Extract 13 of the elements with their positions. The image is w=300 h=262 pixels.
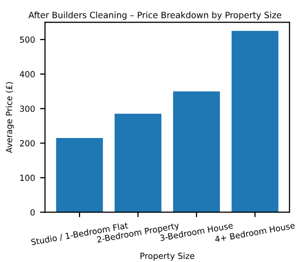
bar bbox=[173, 91, 220, 212]
chart-title: After Builders Cleaning – Price Breakdown by Property Size bbox=[28, 12, 282, 20]
y-tick-label: 300 bbox=[20, 106, 35, 112]
bar bbox=[114, 114, 162, 212]
y-tick-label: 100 bbox=[20, 174, 35, 181]
y-tick-label: 400 bbox=[20, 71, 35, 78]
y-tick-label: 0 bbox=[30, 209, 35, 216]
bar bbox=[232, 30, 278, 212]
y-tick-label: 500 bbox=[20, 36, 35, 43]
y-tick-label: 200 bbox=[20, 140, 35, 146]
bar bbox=[56, 138, 103, 212]
x-axis-title: Property Size bbox=[140, 252, 194, 261]
y-axis-title: Average Price (£) bbox=[6, 82, 14, 154]
